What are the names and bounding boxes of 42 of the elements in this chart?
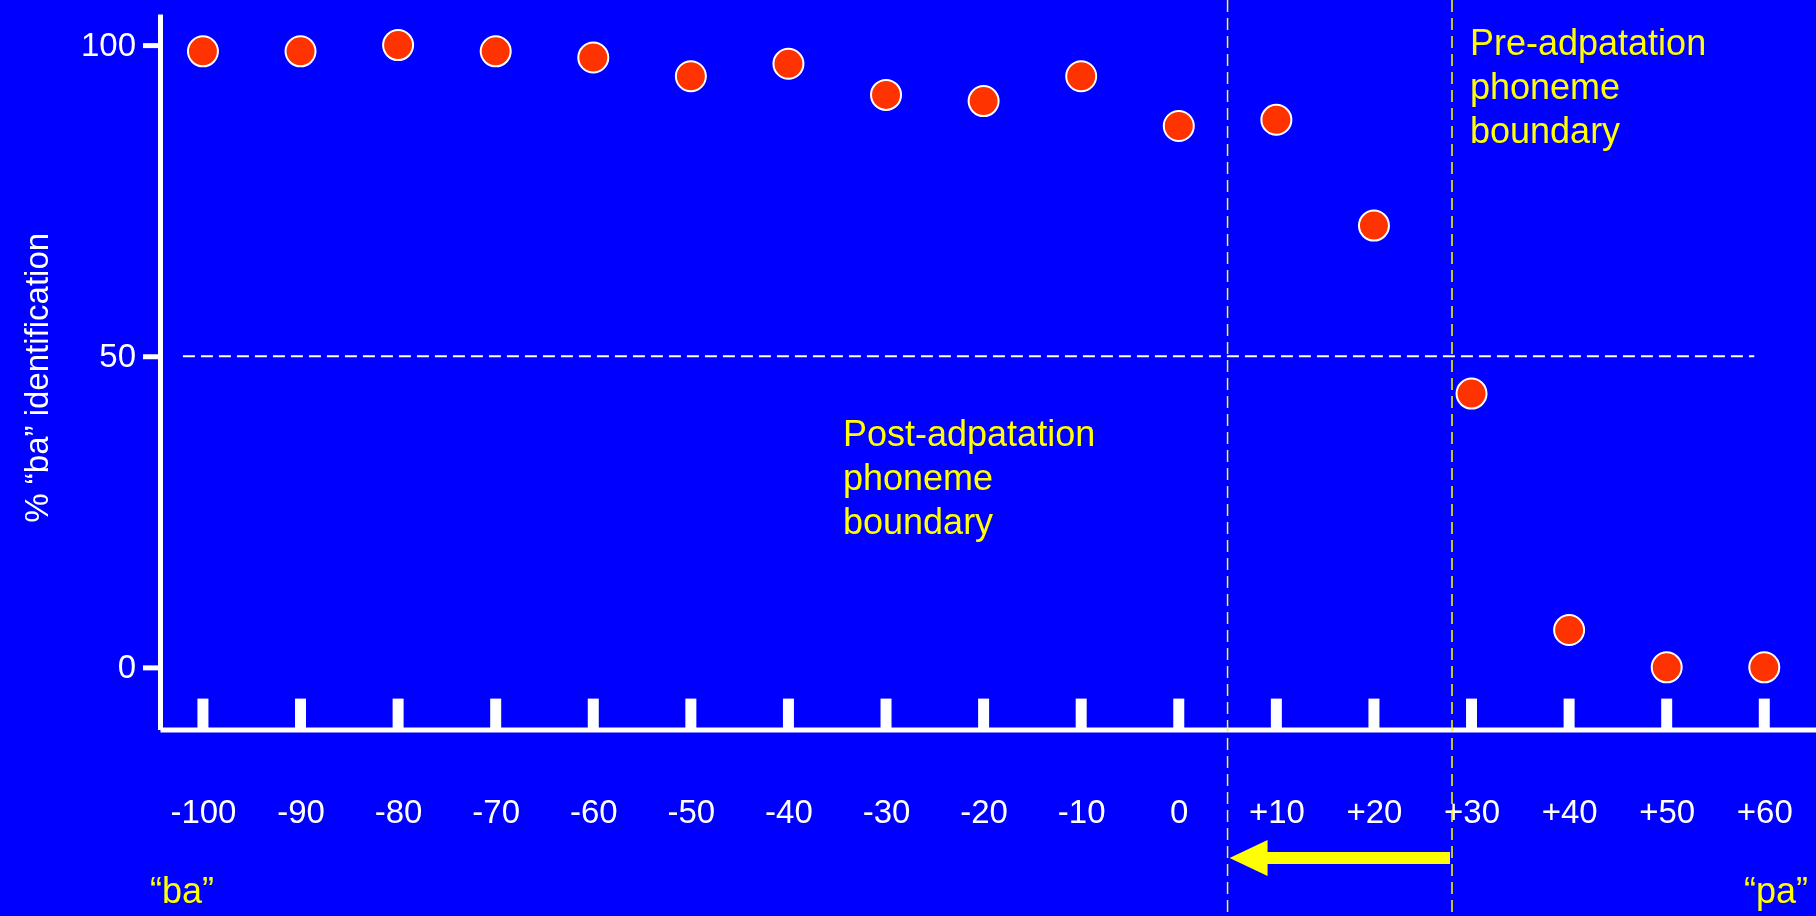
x-tick-label: +10 bbox=[1248, 793, 1305, 831]
text: “pa” bbox=[1743, 870, 1808, 911]
ref-line-label: Pre-adpatation phoneme boundary bbox=[1470, 22, 1707, 151]
point bbox=[1553, 614, 1586, 647]
x-tick-label: 0 bbox=[1170, 793, 1189, 831]
point bbox=[967, 85, 1000, 118]
point bbox=[1260, 103, 1293, 136]
y-tick-label: 50 bbox=[99, 337, 136, 375]
y-axis-title: % “ba” identification bbox=[18, 232, 55, 523]
x-tick-label: -50 bbox=[667, 793, 716, 831]
x-tick-label: +30 bbox=[1444, 793, 1501, 831]
point bbox=[1650, 651, 1683, 684]
x-tick-label: -80 bbox=[374, 793, 423, 831]
text: “ba” bbox=[150, 870, 215, 911]
point bbox=[1455, 377, 1488, 410]
point bbox=[577, 41, 610, 74]
x-tick-label: -90 bbox=[277, 793, 325, 831]
x-tick-label: +50 bbox=[1639, 793, 1696, 831]
point bbox=[1748, 651, 1781, 684]
point bbox=[870, 78, 903, 111]
x-tick-label: -10 bbox=[1057, 793, 1106, 831]
x-tick-label: -60 bbox=[569, 793, 618, 831]
point bbox=[1065, 60, 1098, 93]
point bbox=[479, 35, 512, 68]
point bbox=[186, 35, 219, 68]
y-tick-label: 0 bbox=[117, 648, 136, 686]
point bbox=[772, 47, 805, 80]
x-tick-label: -100 bbox=[170, 793, 237, 831]
point bbox=[284, 35, 317, 68]
point bbox=[1162, 110, 1195, 143]
x-tick-label: -30 bbox=[862, 793, 911, 831]
point bbox=[382, 29, 415, 62]
x-tick-label: +60 bbox=[1736, 793, 1793, 831]
x-tick-label: -70 bbox=[472, 793, 521, 831]
point bbox=[674, 60, 707, 93]
x-tick-label: -40 bbox=[765, 793, 813, 831]
point bbox=[1357, 209, 1390, 242]
y-tick-label: 100 bbox=[80, 26, 136, 64]
ref-line-label: Post-adpatation phoneme boundary bbox=[843, 413, 1096, 542]
x-tick-label: -20 bbox=[960, 793, 1008, 831]
x-tick-label: +20 bbox=[1346, 793, 1403, 831]
x-tick-label: +40 bbox=[1541, 793, 1598, 831]
